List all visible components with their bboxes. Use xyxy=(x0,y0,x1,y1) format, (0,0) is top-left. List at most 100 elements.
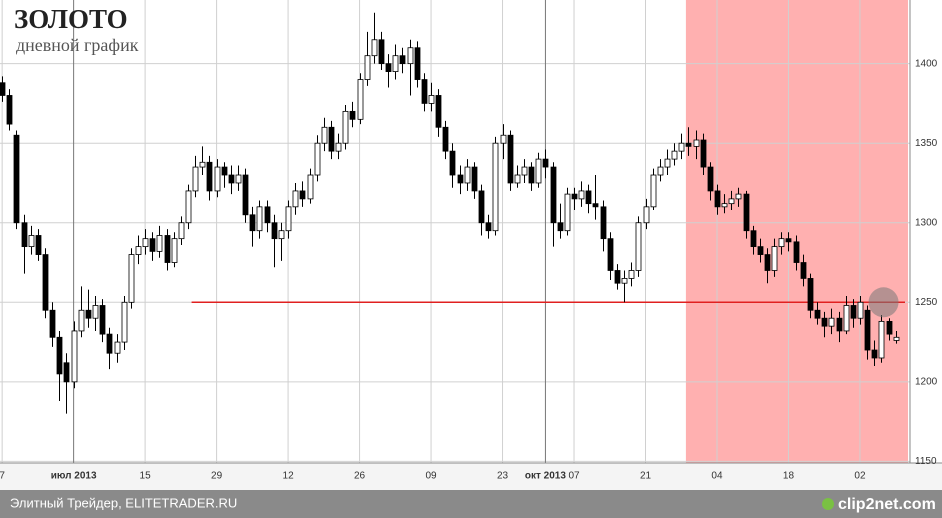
candle-body xyxy=(385,63,392,72)
candle-body xyxy=(278,230,285,240)
candle-body xyxy=(92,305,99,319)
candle-body xyxy=(721,203,728,208)
footer-text: Элитный Трейдер, ELITETRADER.RU xyxy=(10,495,237,510)
candle-body xyxy=(785,238,792,243)
candle-body xyxy=(357,79,364,120)
candle-body xyxy=(542,158,549,168)
candle-body xyxy=(528,166,535,184)
candle-body xyxy=(256,206,263,232)
chart-subtitle: дневной график xyxy=(16,35,139,55)
candle-body xyxy=(71,330,78,383)
x-tick-label: 02 xyxy=(854,471,866,482)
candle-body xyxy=(800,262,807,279)
candle-body xyxy=(392,55,399,72)
candle-body xyxy=(364,55,371,80)
candle-body xyxy=(214,166,221,192)
candle-body xyxy=(700,139,707,168)
x-tick-label: 07 xyxy=(568,471,580,482)
candle-body xyxy=(299,190,306,200)
candle-body xyxy=(678,142,685,152)
candle-body xyxy=(471,166,478,192)
x-tick-label: 29 xyxy=(211,471,223,482)
candle-body xyxy=(192,166,199,192)
candle-body xyxy=(743,193,750,232)
x-tick-label: 26 xyxy=(354,471,366,482)
candle-body xyxy=(242,174,249,216)
candle-body xyxy=(314,142,321,176)
x-tick-label: 7 xyxy=(0,471,5,482)
candle-body xyxy=(535,158,542,184)
candle-body xyxy=(664,158,671,168)
candle-body xyxy=(843,305,850,332)
candle-body xyxy=(171,238,178,263)
level-marker xyxy=(868,287,899,318)
candle-body xyxy=(28,235,35,248)
candle-body xyxy=(435,95,442,128)
candle-body xyxy=(521,166,528,176)
candle-body xyxy=(771,246,778,271)
candle-body xyxy=(714,190,721,208)
candle-body xyxy=(728,198,735,205)
x-tick-label: 21 xyxy=(640,471,652,482)
candle-body xyxy=(21,222,28,248)
candle-body xyxy=(85,309,92,319)
candle-body xyxy=(156,235,163,252)
y-tick-label: 1200 xyxy=(915,376,938,387)
candle-body xyxy=(178,222,185,240)
candle-body xyxy=(121,301,128,343)
candle-body xyxy=(457,174,464,184)
candle-body xyxy=(500,134,507,144)
candle-body xyxy=(228,174,235,184)
candle-body xyxy=(449,150,456,176)
x-tick-label: 12 xyxy=(283,471,295,482)
candle-body xyxy=(671,150,678,160)
candle-body xyxy=(614,270,621,284)
candle-body xyxy=(607,238,614,271)
candle-body xyxy=(63,362,70,383)
candle-body xyxy=(56,336,63,375)
candle-body xyxy=(550,166,557,224)
candle-body xyxy=(485,222,492,232)
y-tick-label: 1300 xyxy=(915,217,938,228)
candle-body xyxy=(592,203,599,208)
candle-body xyxy=(206,161,213,192)
candle-body xyxy=(871,349,878,359)
candle-body xyxy=(164,235,171,263)
candle-body xyxy=(0,82,6,96)
candle-body xyxy=(221,166,228,176)
candle-body xyxy=(564,193,571,232)
candle-body xyxy=(428,95,435,104)
candle-body xyxy=(407,47,414,65)
x-tick-label: 09 xyxy=(425,471,437,482)
candle-body xyxy=(735,193,742,200)
candle-body xyxy=(886,320,893,335)
candle-body xyxy=(864,309,871,351)
candle-body xyxy=(850,305,857,319)
candle-body xyxy=(492,142,499,232)
x-tick-label: 23 xyxy=(497,471,509,482)
x-tick-label: 15 xyxy=(140,471,152,482)
x-tick-label: 18 xyxy=(783,471,795,482)
candle-body xyxy=(514,174,521,184)
candle-body xyxy=(557,222,564,232)
footer-bar xyxy=(0,490,942,518)
candle-body xyxy=(106,333,113,354)
candle-body xyxy=(836,317,843,332)
candle-body xyxy=(6,95,13,125)
candle-body xyxy=(578,190,585,200)
candle-body xyxy=(414,47,421,80)
candle-body xyxy=(307,174,314,200)
candle-body xyxy=(828,317,835,327)
highlight-zone xyxy=(685,0,908,463)
candle-body xyxy=(878,320,885,359)
candle-body xyxy=(893,336,900,341)
candle-body xyxy=(707,166,714,192)
candle-body xyxy=(292,190,299,208)
candle-body xyxy=(571,193,578,200)
candle-body xyxy=(814,309,821,319)
candle-body xyxy=(78,309,85,332)
candle-body xyxy=(35,235,42,255)
candle-body xyxy=(757,246,764,255)
candle-body xyxy=(149,238,156,252)
